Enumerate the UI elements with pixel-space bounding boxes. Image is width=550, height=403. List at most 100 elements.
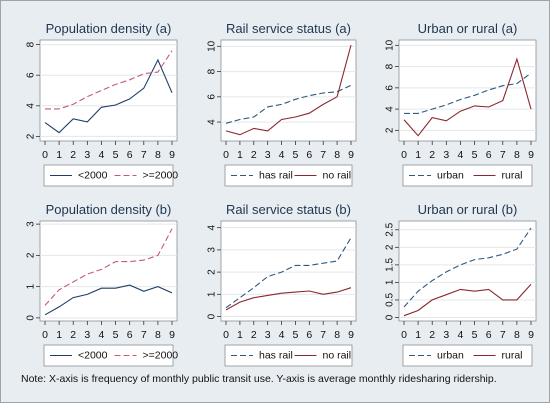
x-tick-label: 7 [500,149,506,161]
chart-title: Urban or rural (a) [418,21,518,36]
legend-box [402,164,533,187]
x-tick-label: 1 [237,329,243,341]
y-tick-label: 0 [207,313,218,319]
y-tick-label: 2 [26,133,37,139]
x-tick-label: 5 [293,149,299,161]
legend-label: urban [437,170,464,182]
x-tick-label: 1 [415,149,421,161]
figure-note: Note: X-axis is frequency of monthly pub… [21,373,497,385]
chart-title: Population density (a) [46,21,172,36]
x-tick-label: 8 [514,149,520,161]
y-tick-label: 8 [207,68,218,74]
x-tick-label: 4 [279,329,285,341]
plot-area [398,220,537,322]
x-tick-label: 8 [155,329,161,341]
x-tick-label: 1 [237,149,243,161]
y-tick-label: 4 [207,119,218,125]
x-tick-label: 9 [169,149,175,161]
x-tick-label: 5 [472,329,478,341]
y-tick-label: 1 [207,291,218,297]
x-tick-label: 5 [293,329,299,341]
x-tick-label: 5 [113,329,119,341]
x-tick-label: 7 [320,329,326,341]
y-tick-label: 10 [207,40,218,52]
x-tick-label: 2 [429,149,435,161]
legend-label: has rail [259,350,293,362]
series-line-1 [403,227,532,308]
x-tick-label: 8 [155,149,161,161]
y-tick-label: 8 [26,41,37,47]
x-tick-label: 3 [84,329,90,341]
x-tick-label: 2 [251,329,257,341]
y-tick-label: 0.5 [385,293,396,307]
series-line-1 [225,237,352,309]
chart-title: Rail service status (a) [226,21,351,36]
legend-label: >=2000 [143,170,179,182]
x-tick-label: 1 [56,329,62,341]
chart-panel-6: Urban or rural (b)00.511.522.50 1 2 3 4 5 6 7 8 9… [385,202,537,367]
legend-box [224,344,353,367]
legend-box [43,344,174,367]
x-tick-label: 6 [486,329,492,341]
plot-area [39,39,178,142]
x-tick-label: 3 [265,329,271,341]
x-tick-label: 1 [56,149,62,161]
x-tick-label: 4 [99,329,105,341]
x-tick-label: 9 [528,149,534,161]
y-tick-label: 3 [207,247,218,253]
x-tick-label: 2 [70,149,76,161]
y-tick-label: 2 [26,252,37,258]
x-tick-label: 3 [443,329,449,341]
x-tick-label: 1 [415,329,421,341]
x-tick-label: 9 [528,329,534,341]
x-tick-label: 6 [486,149,492,161]
y-tick-label: 6 [385,85,396,91]
legend-label: rural [502,350,523,362]
x-tick-label: 7 [320,149,326,161]
y-tick-label: 6 [207,94,218,100]
y-tick-label: 10 [385,39,396,51]
x-tick-label: 0 [42,329,48,341]
x-tick-label: 4 [279,149,285,161]
y-tick-label: 2.5 [385,222,396,236]
legend-label: rural [502,170,523,182]
x-tick-label: 7 [141,329,147,341]
legend-label: has rail [259,170,293,182]
x-tick-label: 2 [429,329,435,341]
series-line-2 [225,44,352,136]
y-tick-label: 2 [385,127,396,133]
series-line-1 [225,84,352,124]
series-line-1 [44,284,173,316]
y-tick-label: 1 [26,283,37,289]
y-tick-label: 4 [385,106,396,112]
legend-label: no rail [323,170,352,182]
x-tick-label: 0 [223,329,229,341]
y-tick-label: 4 [26,103,37,109]
x-tick-label: 6 [127,149,133,161]
y-tick-label: 0 [26,315,37,321]
x-tick-label: 7 [141,149,147,161]
chart-title: Population density (b) [46,202,172,217]
x-tick-label: 6 [306,149,312,161]
x-tick-label: 3 [443,149,449,161]
y-tick-label: 2 [385,244,396,250]
chart-title: Urban or rural (b) [418,202,518,217]
series-line-2 [45,50,173,110]
y-tick-label: 8 [385,63,396,69]
x-tick-label: 8 [334,329,340,341]
chart-title: Rail service status (b) [226,202,351,217]
y-tick-label: 6 [26,72,37,78]
x-tick-label: 8 [334,149,340,161]
plot-area [220,39,357,142]
x-tick-label: 0 [223,149,229,161]
x-tick-label: 5 [472,149,478,161]
legend-label: <2000 [78,170,108,182]
y-tick-label: 0 [385,314,396,320]
y-tick-label: 2 [207,269,218,275]
y-tick-label: 4 [207,224,218,230]
